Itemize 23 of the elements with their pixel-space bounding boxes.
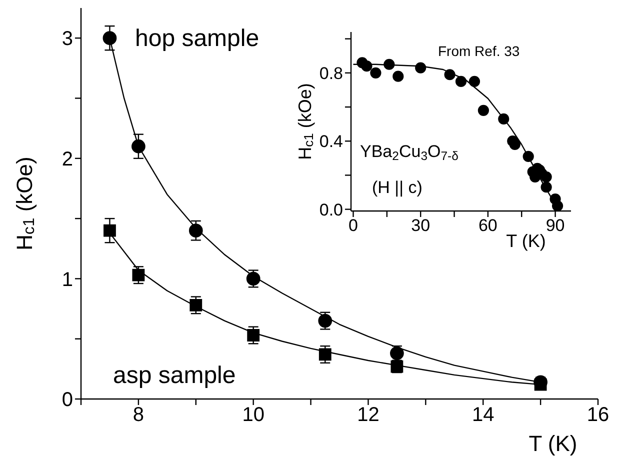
y-tick-label: 3: [62, 28, 73, 50]
x-tick-label: 12: [357, 404, 380, 426]
series-label: hop sample: [135, 25, 260, 52]
x-tick-label: 10: [242, 404, 264, 426]
y-tick-label: 0.4: [319, 132, 343, 152]
x-tick-label: 90: [546, 216, 565, 236]
x-tick-label: 8: [132, 404, 144, 426]
x-tick-label: 16: [586, 404, 610, 426]
y-tick-label: 0.0: [319, 200, 343, 220]
annotation: YBa$_{2}$Cu$_{3}$O$_{7-δ}$: [360, 142, 459, 163]
y-tick-label: 0: [62, 389, 73, 412]
x-axis-title: T (K): [528, 431, 578, 456]
y-tick-label: 1: [62, 268, 73, 291]
annotation: (H || c): [372, 178, 422, 197]
y-tick-label: 0.8: [319, 64, 343, 83]
y-tick-label: 2: [62, 148, 73, 170]
x-tick-label: 60: [478, 216, 498, 236]
x-axis-title: T (K): [506, 231, 546, 251]
series-label: asp sample: [113, 362, 236, 389]
x-tick-label: 14: [472, 404, 494, 426]
x-tick-label: 30: [411, 216, 430, 236]
x-tick-label: 0: [348, 216, 358, 236]
annotation: From Ref. 33: [438, 43, 520, 59]
